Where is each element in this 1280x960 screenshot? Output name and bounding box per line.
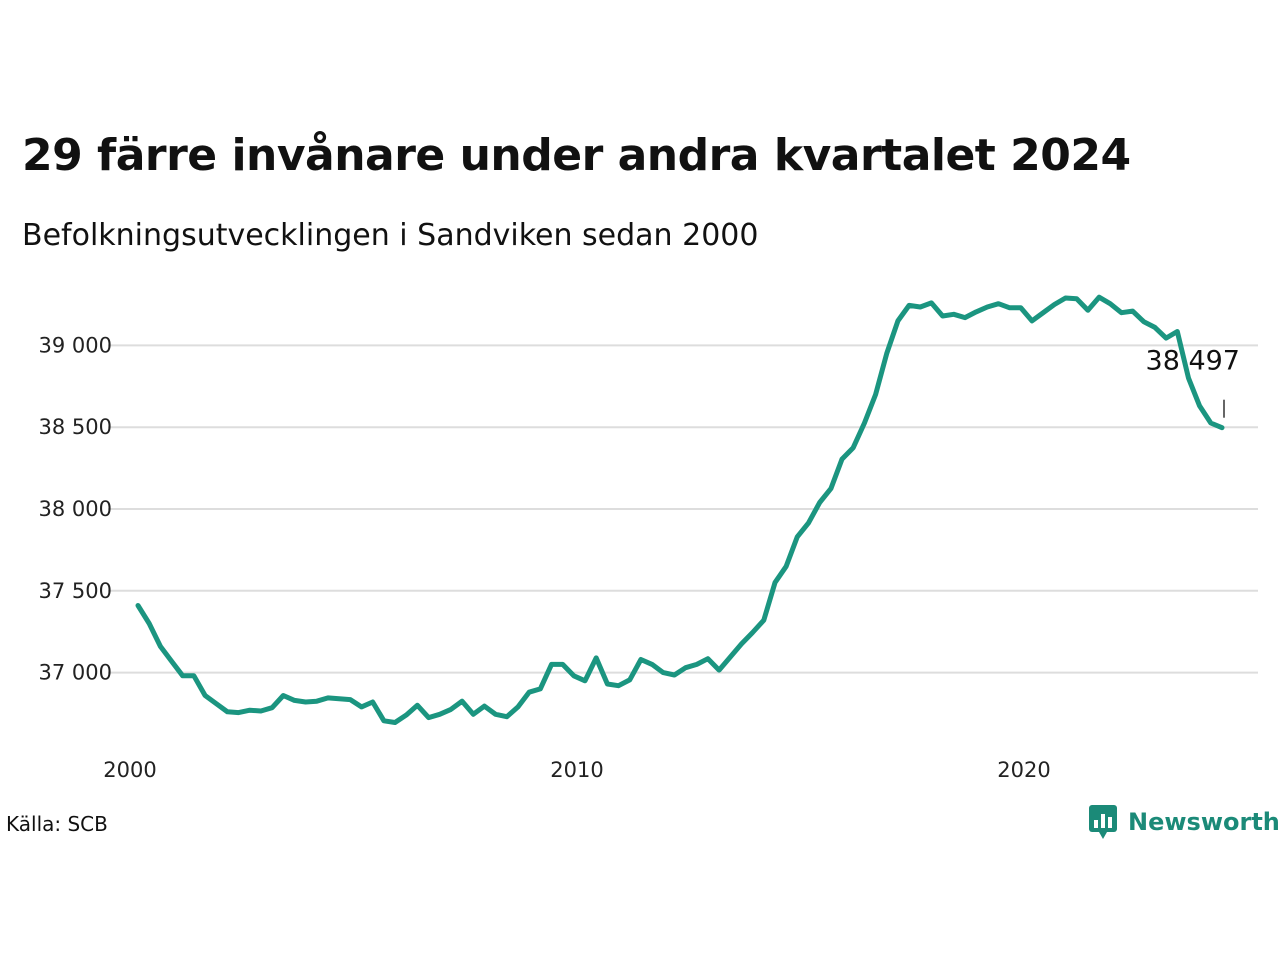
y-tick-label: 38 500 xyxy=(39,415,112,439)
bar-chart-speech-bubble-icon xyxy=(1089,805,1117,839)
x-tick-label: 2000 xyxy=(103,758,156,782)
y-tick-label: 37 000 xyxy=(39,661,112,685)
gridlines xyxy=(108,344,1258,674)
end-value-label: 38 497 xyxy=(1146,346,1240,377)
chart-subtitle: Befolkningsutvecklingen i Sandviken seda… xyxy=(22,218,759,253)
x-tick-label: 2010 xyxy=(550,758,603,782)
x-tick-label: 2020 xyxy=(997,758,1050,782)
y-axis-ticks: 37 000 37 500 38 000 38 500 39 000 xyxy=(39,333,112,684)
logo-text: Newsworthy xyxy=(1128,808,1280,836)
newsworthy-logo: Newsworthy xyxy=(1088,804,1280,840)
x-axis-ticks: 2000 2010 2020 xyxy=(103,758,1050,782)
series-layer xyxy=(135,294,1225,725)
y-tick-label: 38 000 xyxy=(39,497,112,521)
chart-title: 29 färre invånare under andra kvartalet … xyxy=(22,130,1131,181)
y-tick-label: 39 000 xyxy=(39,333,112,357)
source-note: Källa: SCB xyxy=(6,812,108,836)
end-annotation: 38 497 xyxy=(1146,346,1240,418)
y-tick-label: 37 500 xyxy=(39,579,112,603)
population-line xyxy=(135,294,1225,725)
